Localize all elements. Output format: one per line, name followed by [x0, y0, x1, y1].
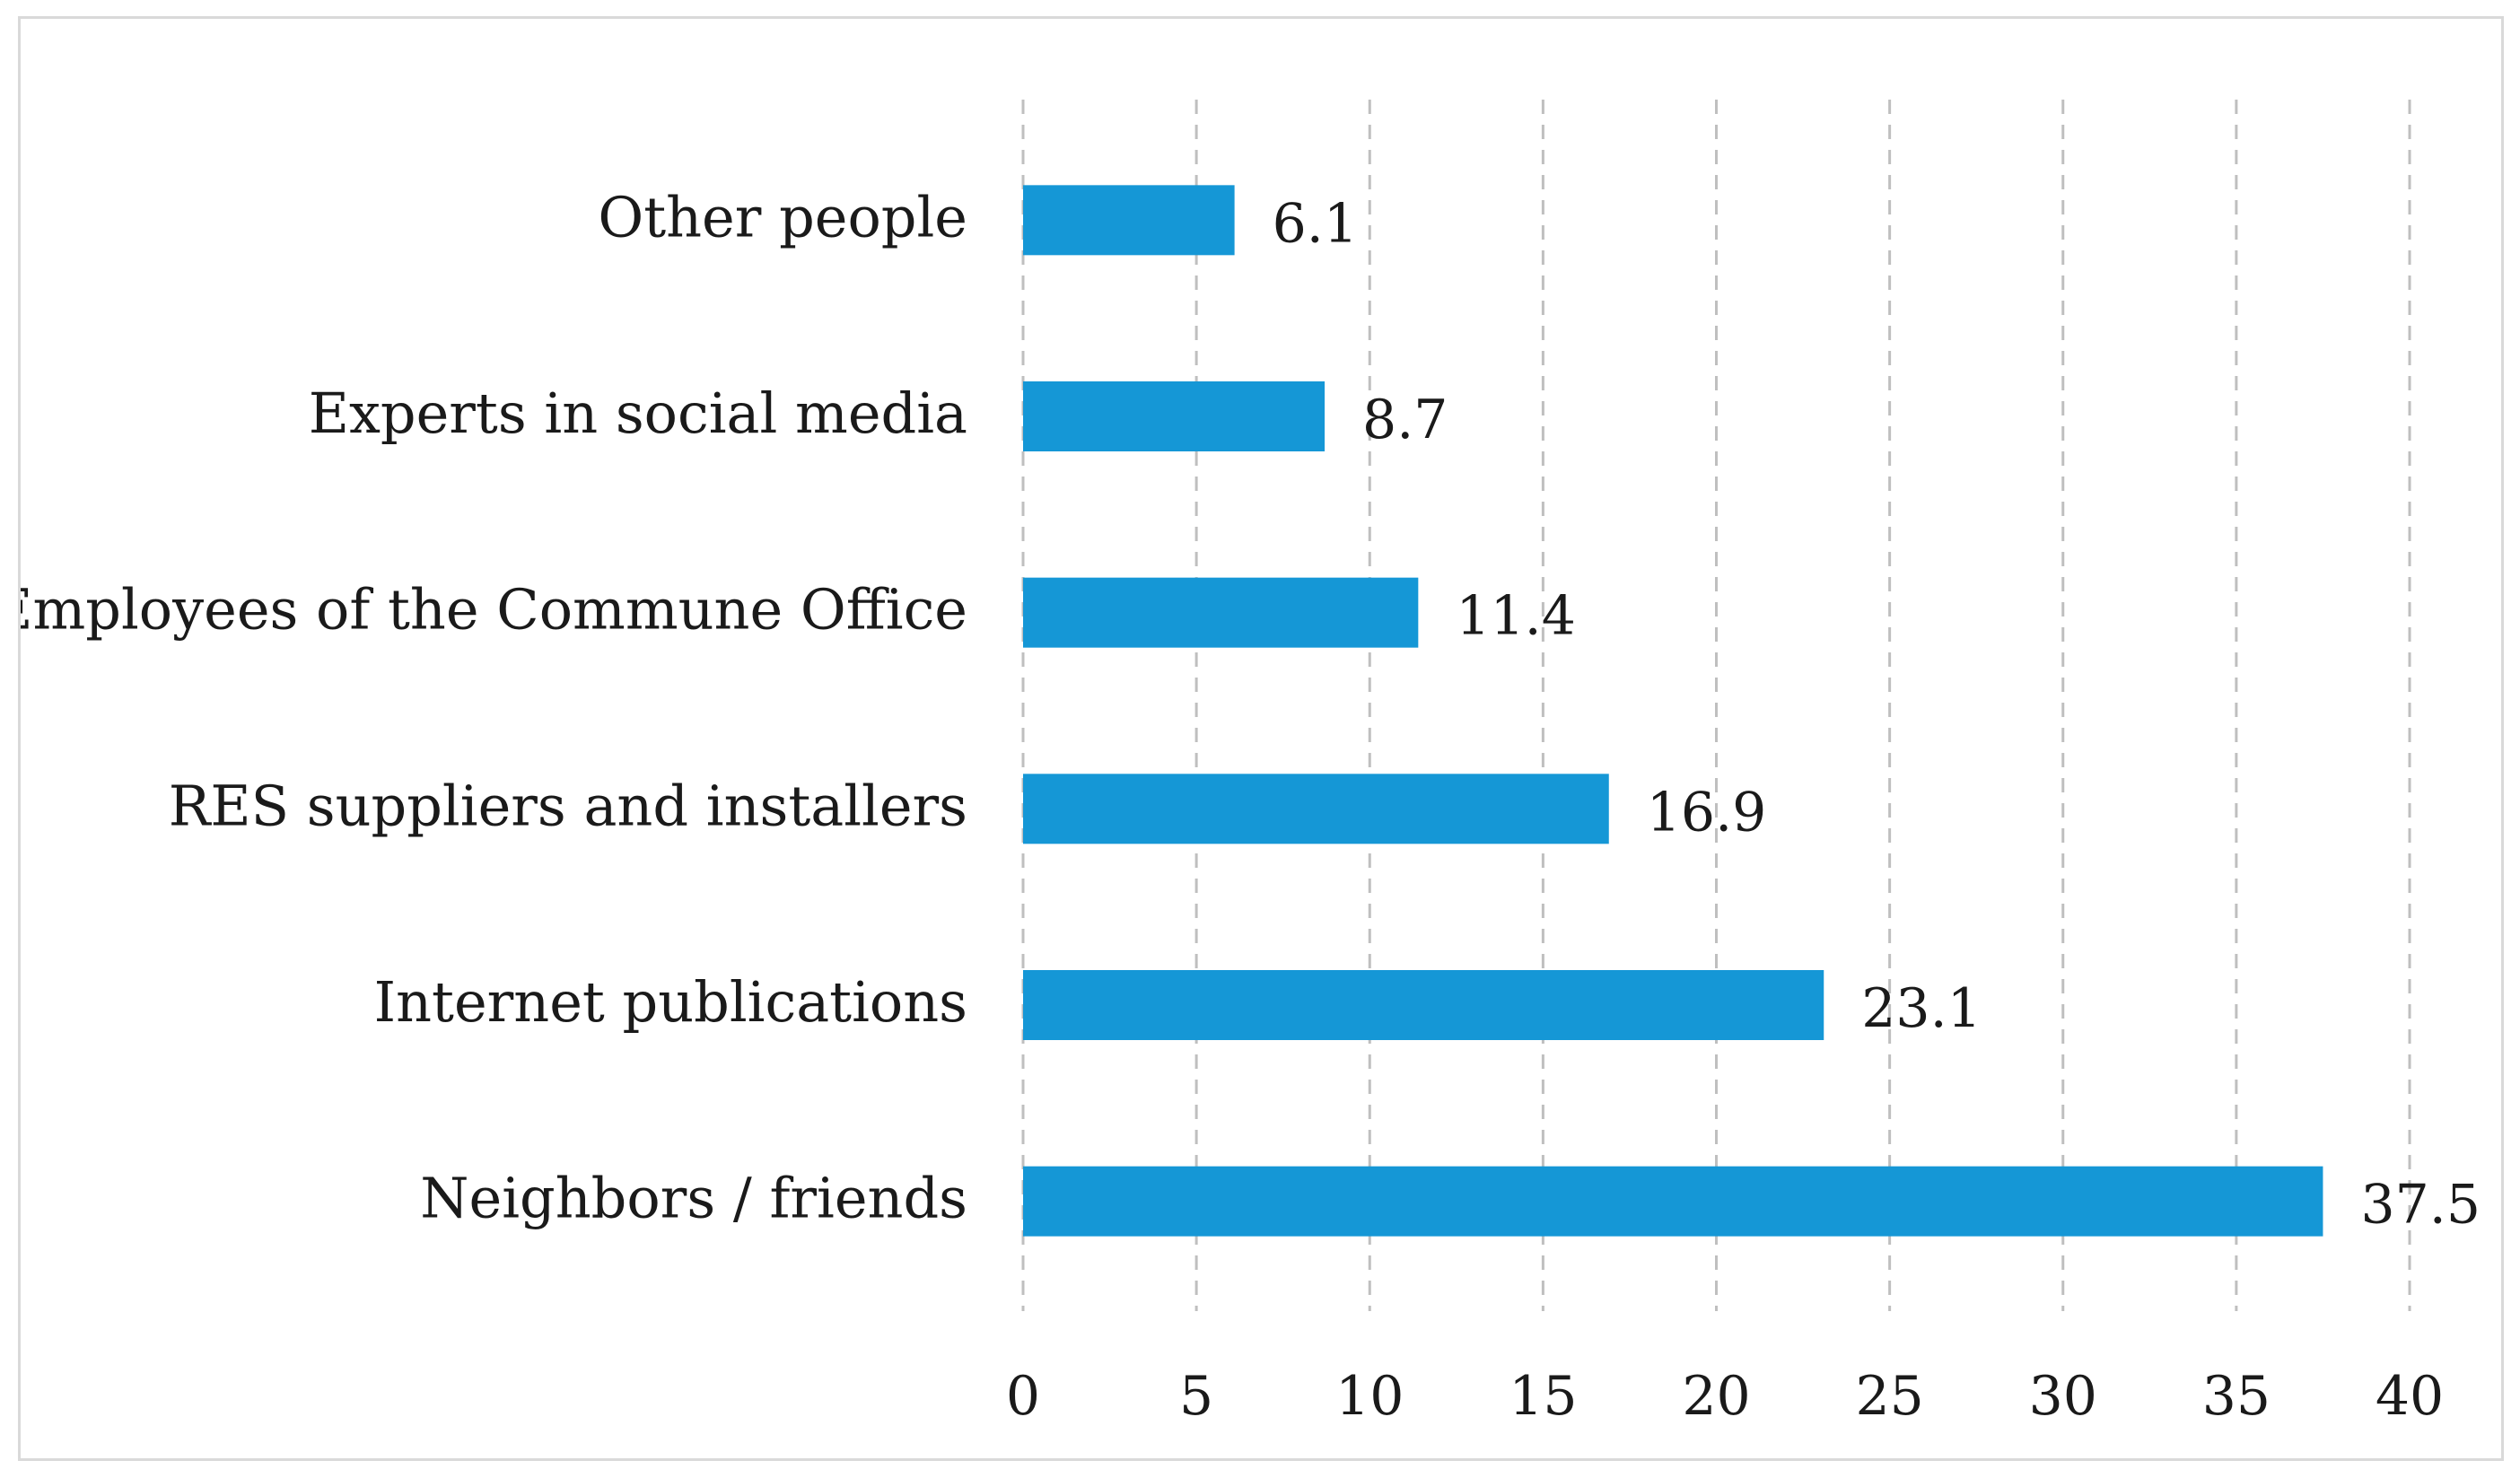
x-tick-label: 10: [1335, 1365, 1404, 1428]
data-label: 37.5: [2360, 1174, 2481, 1237]
x-tick-label: 35: [2202, 1365, 2271, 1428]
data-labels: 37.5 23.1 16.9 11.4 8.7 6.1: [1273, 192, 2481, 1236]
bar-internet-publications: [1023, 970, 1824, 1040]
category-label: RES suppliers and installers: [169, 773, 967, 838]
x-tick-label: 25: [1855, 1365, 1923, 1428]
category-label: Internet publications: [374, 969, 967, 1035]
data-label: 6.1: [1273, 192, 1358, 255]
x-tick-label: 0: [1006, 1365, 1040, 1428]
x-tick-label: 20: [1682, 1365, 1750, 1428]
category-label: Other people: [598, 184, 967, 249]
data-label: 16.9: [1647, 781, 1767, 844]
data-label: 11.4: [1456, 585, 1576, 648]
category-label: Neighbors / friends: [420, 1166, 967, 1231]
bar-employees-of-the-commune-office: [1023, 577, 1419, 648]
bar-experts-in-social-media: [1023, 381, 1326, 451]
category-label: Experts in social media: [309, 380, 967, 446]
category-label: Employees of the Commune Office: [21, 577, 967, 643]
bar-other-people: [1023, 185, 1235, 256]
gridlines: [1021, 100, 2411, 1311]
bar-chart: Neighbors / friends Internet publications…: [21, 100, 2481, 1428]
chart-frame: Neighbors / friends Internet publications…: [18, 16, 2504, 1461]
x-tick-label: 30: [2029, 1365, 2097, 1428]
bars: [1023, 185, 2323, 1237]
x-tick-label: 5: [1179, 1365, 1213, 1428]
data-label: 8.7: [1362, 389, 1448, 451]
category-labels: Neighbors / friends Internet publications…: [21, 184, 967, 1230]
data-label: 23.1: [1861, 977, 1982, 1040]
bar-neighbors-friends: [1023, 1166, 2323, 1237]
x-axis-ticks: 0 5 10 15 20 25 30 35 40: [1006, 1365, 2444, 1428]
bar-res-suppliers-and-installers: [1023, 774, 1609, 844]
x-tick-label: 40: [2376, 1365, 2444, 1428]
x-tick-label: 15: [1509, 1365, 1577, 1428]
